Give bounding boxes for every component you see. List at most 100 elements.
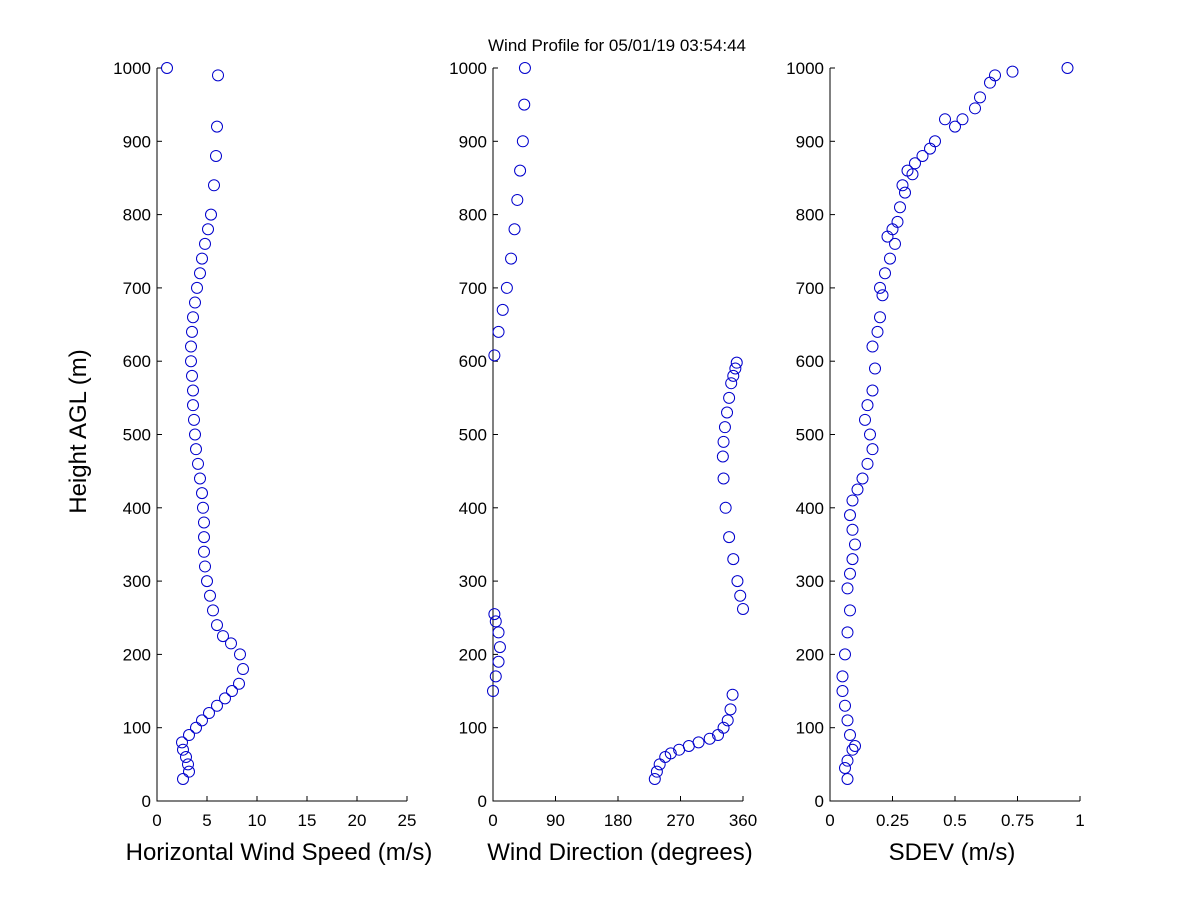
x-tick-label: 360 (729, 811, 757, 830)
data-point (233, 677, 245, 690)
data-point (874, 311, 886, 324)
x-tick-label: 15 (298, 811, 317, 830)
data-point (889, 237, 901, 250)
data-point (899, 186, 911, 199)
data-point (841, 773, 854, 786)
data-point (219, 692, 231, 705)
data-point (864, 428, 876, 441)
data-point (199, 237, 211, 250)
data-point (488, 608, 501, 621)
data-point (869, 362, 881, 375)
data-point (496, 303, 509, 316)
data-point (866, 340, 879, 353)
data-point (841, 626, 854, 639)
data-point (201, 575, 213, 588)
data-point (727, 369, 740, 382)
y-axis-label: Height AGL (m) (65, 349, 92, 514)
data-point (916, 149, 929, 162)
data-point (844, 729, 856, 742)
x-tick-label: 0.75 (1001, 811, 1034, 830)
data-point (841, 582, 854, 595)
x-tick-label: 0 (152, 811, 161, 830)
data-point (939, 113, 951, 126)
data-point (190, 721, 202, 734)
y-tick-label: 100 (459, 719, 487, 738)
data-point (717, 472, 730, 485)
data-point (989, 69, 1001, 82)
y-tick-label: 200 (123, 645, 151, 664)
data-point (211, 120, 223, 133)
data-point (718, 421, 731, 434)
x-tick-label: 180 (604, 811, 632, 830)
y-tick-label: 0 (478, 792, 487, 811)
data-point (185, 340, 197, 353)
data-point (726, 688, 739, 701)
data-point (487, 685, 499, 698)
data-point (514, 164, 527, 177)
data-point (188, 413, 200, 426)
data-point (226, 685, 238, 698)
data-point (180, 751, 192, 764)
data-point (849, 538, 861, 551)
y-tick-label: 300 (796, 572, 824, 591)
y-tick-label: 100 (123, 719, 151, 738)
data-point (186, 369, 198, 382)
data-point (924, 142, 936, 155)
data-point (196, 714, 208, 727)
data-point (723, 531, 736, 544)
y-tick-label: 1000 (449, 59, 487, 78)
data-point (187, 384, 199, 397)
data-point (508, 223, 521, 236)
data-point (177, 743, 189, 756)
data-point (187, 311, 199, 324)
data-point (212, 69, 224, 82)
y-tick-label: 400 (459, 499, 487, 518)
data-point (721, 714, 734, 727)
data-point (856, 472, 869, 485)
data-point (734, 589, 747, 602)
data-point (724, 703, 737, 716)
data-point (217, 630, 229, 643)
data-point (844, 604, 856, 617)
data-point (836, 670, 849, 683)
data-point (841, 714, 854, 727)
panel-3: 0 100 200 300 400 500 600 700 800 900 1000 0 0.25 0.5… (786, 59, 1085, 866)
data-point (859, 413, 871, 426)
data-point (492, 655, 505, 668)
x-tick-label: 0 (488, 811, 497, 830)
data-point (500, 281, 513, 294)
y-tick-label: 200 (459, 645, 487, 664)
data-point (194, 267, 206, 280)
x-tick-label: 0.25 (876, 811, 909, 830)
data-point (719, 501, 732, 514)
data-point (844, 509, 856, 522)
data-point (489, 670, 502, 683)
y-tick-label: 300 (123, 572, 151, 591)
data-point (1006, 65, 1019, 78)
data-point (204, 589, 216, 602)
data-point (183, 765, 195, 778)
y-tick-label: 600 (123, 352, 151, 371)
data-point (861, 457, 874, 470)
y-tick-label: 400 (796, 499, 824, 518)
data-point (949, 120, 961, 133)
data-point (182, 758, 194, 771)
data-point (894, 201, 906, 214)
y-tick-label: 900 (123, 132, 151, 151)
data-point (189, 296, 201, 309)
data-point (836, 685, 849, 698)
y-tick-label: 500 (796, 426, 824, 445)
x-tick-label: 10 (248, 811, 267, 830)
data-point (203, 707, 215, 720)
data-point (846, 494, 859, 507)
data-point (851, 483, 864, 496)
data-point (190, 443, 202, 456)
data-point (194, 472, 206, 485)
data-point (505, 252, 518, 265)
data-point (199, 560, 211, 573)
data-point (717, 435, 730, 448)
data-point (234, 648, 246, 661)
data-point (871, 325, 884, 338)
